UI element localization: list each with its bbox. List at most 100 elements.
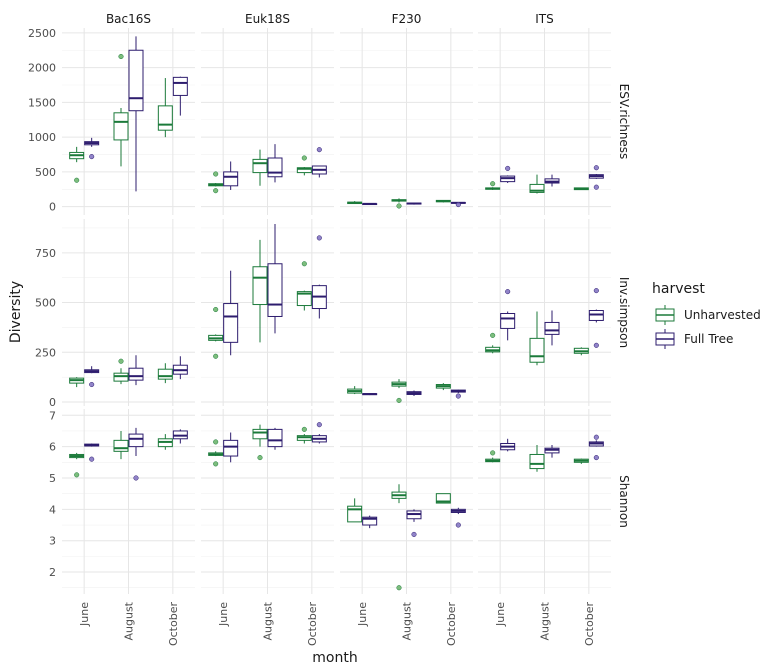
x-tick-label-august: August <box>123 601 136 640</box>
box-euk18s-inv-simpson-october-fulltree <box>311 235 327 319</box>
box-body <box>529 453 545 470</box>
box-body <box>252 428 268 440</box>
y-tick-label: 0 <box>49 396 56 409</box>
outlier-point <box>257 455 263 461</box>
outlier-point <box>301 155 307 161</box>
box-body <box>252 158 268 174</box>
box-euk18s-inv-simpson-august-fulltree <box>267 223 283 334</box>
box-body <box>267 263 283 317</box>
box-its-esv-richness-june-unharvested <box>485 181 501 190</box>
outlier-point <box>316 147 322 153</box>
box-f230-shannon-august-unharvested <box>391 484 407 591</box>
strip-label-bac16s: Bac16S <box>106 12 151 26</box>
panel-f230-esv-richness <box>340 28 473 215</box>
box-body <box>296 291 312 307</box>
box-euk18s-esv-richness-june-fulltree <box>223 161 239 190</box>
box-bac16s-inv-simpson-october-unharvested <box>157 363 173 384</box>
box-bac16s-esv-richness-october-fulltree <box>172 76 188 116</box>
box-body <box>267 428 283 448</box>
box-body <box>223 439 239 457</box>
y-tick-label: 4 <box>49 503 56 516</box>
box-bac16s-shannon-august-unharvested <box>113 430 129 460</box>
strip-label-inv-simpson: Inv.simpson <box>617 277 631 348</box>
box-body <box>128 49 144 112</box>
panel-its-inv-simpson <box>478 219 611 406</box>
box-body <box>252 266 268 306</box>
outlier-point <box>593 455 599 461</box>
outlier-point <box>301 261 307 267</box>
box-body <box>529 337 545 363</box>
outlier-point <box>213 461 219 467</box>
outlier-point <box>396 397 402 403</box>
legend-label-unharvested: Unharvested <box>684 308 761 322</box>
box-bac16s-esv-richness-june-unharvested <box>69 146 85 183</box>
outlier-point <box>411 531 417 537</box>
x-tick-label-august: August <box>539 601 552 640</box>
outlier-point <box>118 53 124 60</box>
box-f230-shannon-june-unharvested <box>347 498 363 523</box>
outlier-point <box>490 181 496 187</box>
strip-label-esv-richness: ESV.richness <box>617 84 631 160</box>
box-euk18s-shannon-august-fulltree <box>267 427 283 450</box>
outlier-point <box>213 171 219 177</box>
legend-title: harvest <box>652 281 705 297</box>
box-body <box>435 493 451 504</box>
box-bac16s-esv-richness-october-unharvested <box>157 78 173 138</box>
y-tick-label: 6 <box>49 441 56 454</box>
box-euk18s-inv-simpson-june-unharvested <box>208 306 224 359</box>
box-f230-inv-simpson-june-fulltree <box>362 393 378 396</box>
panel-its-shannon <box>478 409 611 594</box>
box-bac16s-esv-richness-august-fulltree <box>128 36 144 192</box>
outlier-point <box>89 456 95 462</box>
x-tick-label-june: June <box>356 602 369 627</box>
box-body <box>113 112 129 141</box>
box-bac16s-esv-richness-june-fulltree <box>84 137 100 160</box>
box-its-esv-richness-october-unharvested <box>573 187 589 191</box>
x-tick-label-august: August <box>262 601 275 640</box>
y-tick-label: 750 <box>35 247 56 260</box>
box-euk18s-shannon-october-unharvested <box>296 426 312 444</box>
outlier-point <box>133 475 139 481</box>
outlier-point <box>74 177 80 183</box>
box-its-esv-richness-august-unharvested <box>529 174 545 194</box>
box-f230-esv-richness-august-fulltree <box>406 202 422 205</box>
box-its-inv-simpson-june-fulltree <box>500 289 516 341</box>
box-its-shannon-august-fulltree <box>544 445 560 458</box>
outlier-point <box>505 165 511 171</box>
box-its-shannon-october-unharvested <box>573 458 589 464</box>
legend-item-unharvested: Unharvested <box>655 305 761 325</box>
box-f230-esv-richness-october-fulltree <box>450 201 466 208</box>
outlier-point <box>213 353 219 359</box>
panel-f230-shannon <box>340 409 473 594</box>
y-tick-label: 3 <box>49 535 56 548</box>
y-tick-label: 500 <box>35 166 56 179</box>
outlier-point <box>89 381 95 388</box>
box-bac16s-shannon-august-fulltree <box>128 427 144 481</box>
outlier-point <box>490 332 496 338</box>
box-euk18s-shannon-june-fulltree <box>223 432 239 463</box>
outlier-point <box>505 289 511 295</box>
legend-label-fulltree: Full Tree <box>684 332 733 346</box>
box-f230-shannon-october-unharvested <box>435 493 451 504</box>
box-bac16s-inv-simpson-june-fulltree <box>84 366 100 388</box>
box-euk18s-esv-richness-august-unharvested <box>252 149 268 186</box>
legend: harvest Unharvested Full Tree <box>652 281 761 349</box>
x-tick-label-august: August <box>401 601 414 640</box>
panel-bac16s-esv-richness <box>62 28 195 215</box>
box-body <box>172 76 188 96</box>
outlier-point <box>396 585 402 591</box>
panel-its-esv-richness <box>478 28 611 215</box>
box-its-esv-richness-october-fulltree <box>588 165 604 190</box>
x-tick-label-october: October <box>306 602 319 646</box>
box-bac16s-shannon-october-fulltree <box>172 429 188 444</box>
y-tick-label: 0 <box>49 201 56 214</box>
outlier-point <box>316 235 322 241</box>
x-axis-title: month <box>312 650 357 666</box>
box-bac16s-inv-simpson-june-unharvested <box>69 377 85 388</box>
outlier-point <box>316 422 322 428</box>
box-f230-inv-simpson-june-unharvested <box>347 386 363 395</box>
y-tick-label: 2500 <box>28 27 56 40</box>
box-its-esv-richness-june-fulltree <box>500 165 516 184</box>
box-euk18s-inv-simpson-october-unharvested <box>296 261 312 311</box>
box-f230-esv-richness-june-fulltree <box>362 202 378 206</box>
